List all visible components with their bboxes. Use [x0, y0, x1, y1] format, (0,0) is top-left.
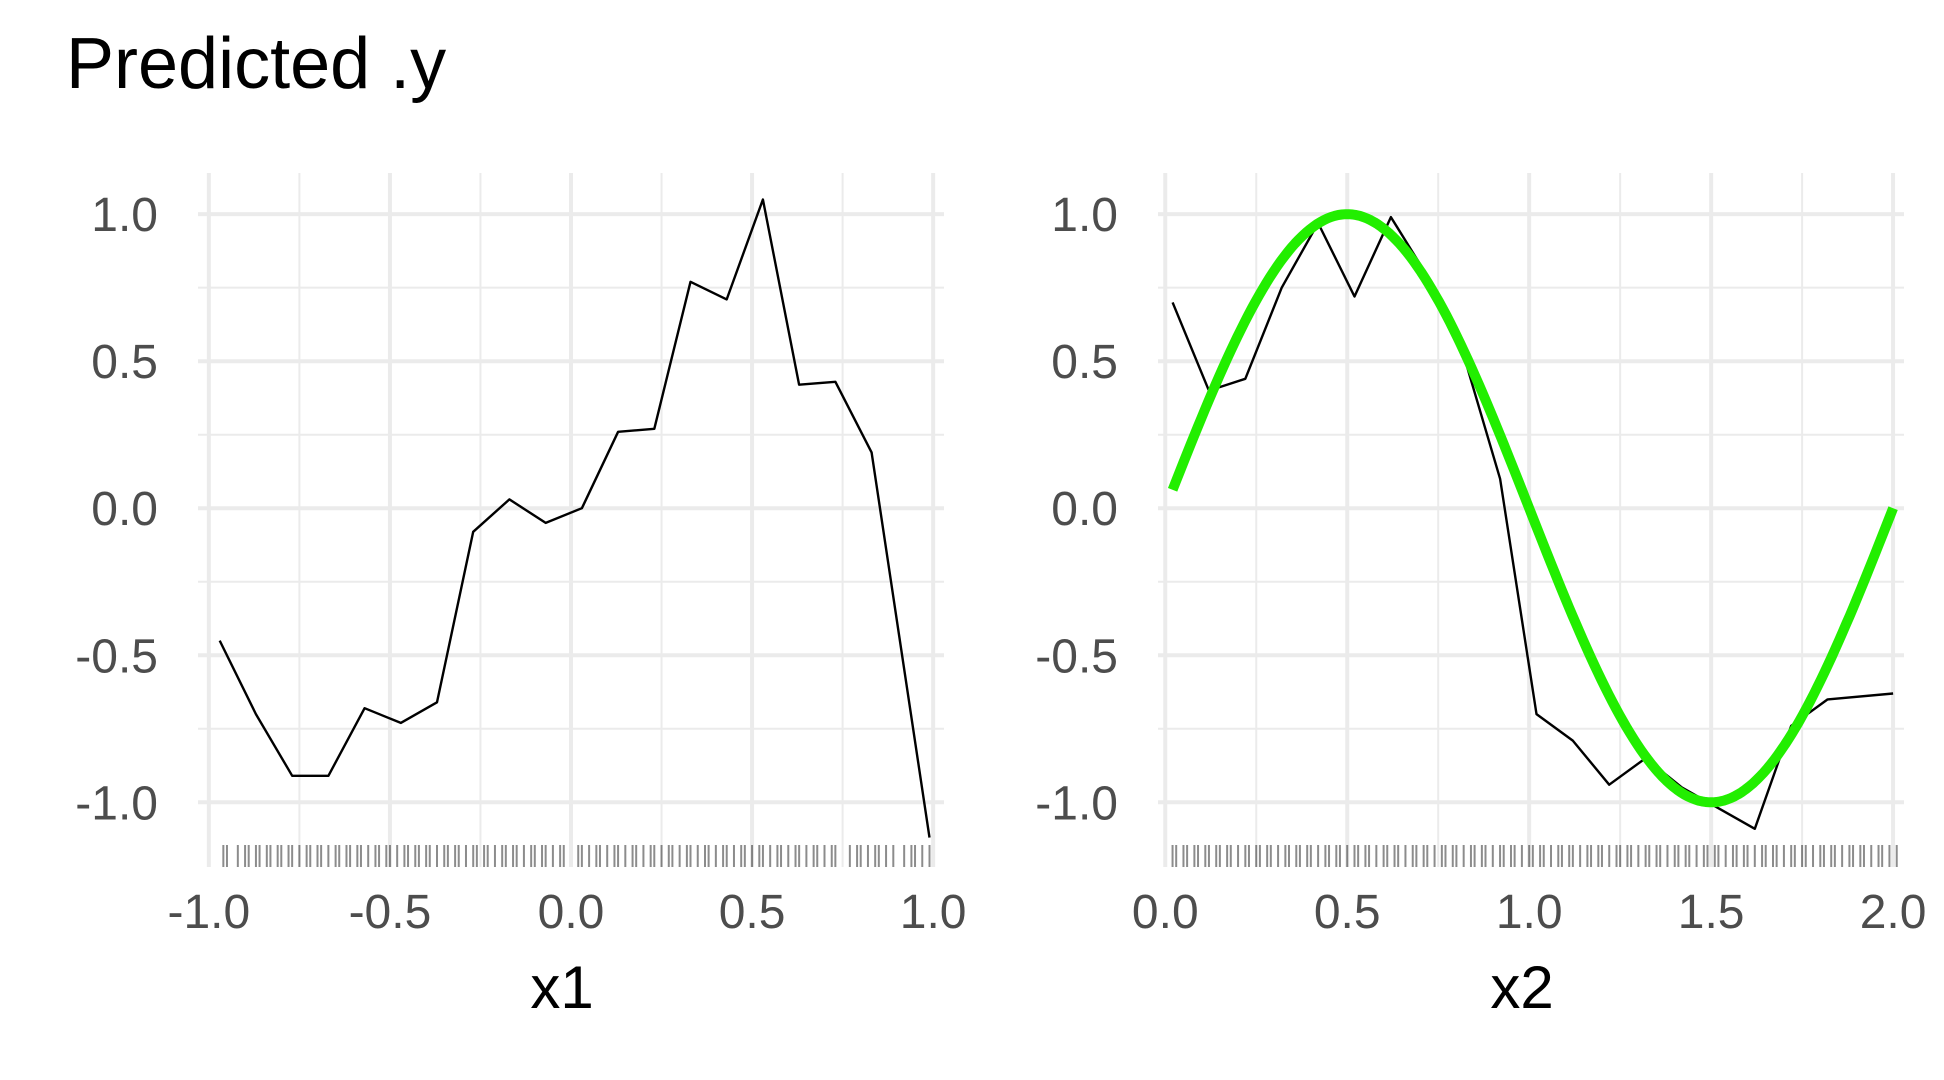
- y-tick-label: 0.5: [91, 336, 158, 389]
- y-tick-label: -0.5: [1035, 630, 1118, 683]
- x-tick-label: 0.0: [538, 886, 605, 939]
- y-tick-label: 1.0: [1051, 189, 1118, 242]
- x-tick-label: -1.0: [168, 886, 251, 939]
- x-tick-label: 0.0: [1132, 886, 1199, 939]
- predicted-line: [1171, 215, 1894, 830]
- predicted-line: [218, 198, 931, 838]
- x-axis-label: x2: [1490, 954, 1553, 1021]
- rug-group: [1171, 845, 1898, 867]
- rug-group: [222, 845, 931, 867]
- panel-x1: -1.0 -0.5 0.0 0.5 1.0 -1.0 -0.5 0.0 0.5 1.0 x1: [75, 173, 967, 1021]
- x-tick-label: 0.5: [719, 886, 786, 939]
- y-tick-label: 0.0: [91, 483, 158, 536]
- x-tick-label: 1.5: [1678, 886, 1745, 939]
- y-tick-label: 1.0: [91, 189, 158, 242]
- panel-x2: 0.0 0.5 1.0 1.5 2.0 -1.0 -0.5 0.0 0.5 1.0 x2: [1035, 173, 1926, 1021]
- y-tick-label: 0.5: [1051, 336, 1118, 389]
- x-tick-label: -0.5: [349, 886, 432, 939]
- x-tick-label: 2.0: [1860, 886, 1927, 939]
- y-tick-label: 0.0: [1051, 483, 1118, 536]
- chart-title: Predicted .y: [66, 24, 446, 104]
- y-tick-label: -1.0: [75, 777, 158, 830]
- x-tick-label: 1.0: [900, 886, 967, 939]
- reference-curve: [1167, 209, 1898, 808]
- x-tick-label: 0.5: [1314, 886, 1381, 939]
- y-tick-label: -0.5: [75, 630, 158, 683]
- y-tick-label: -1.0: [1035, 777, 1118, 830]
- x-tick-label: 1.0: [1496, 886, 1563, 939]
- x-axis-label: x1: [530, 954, 593, 1021]
